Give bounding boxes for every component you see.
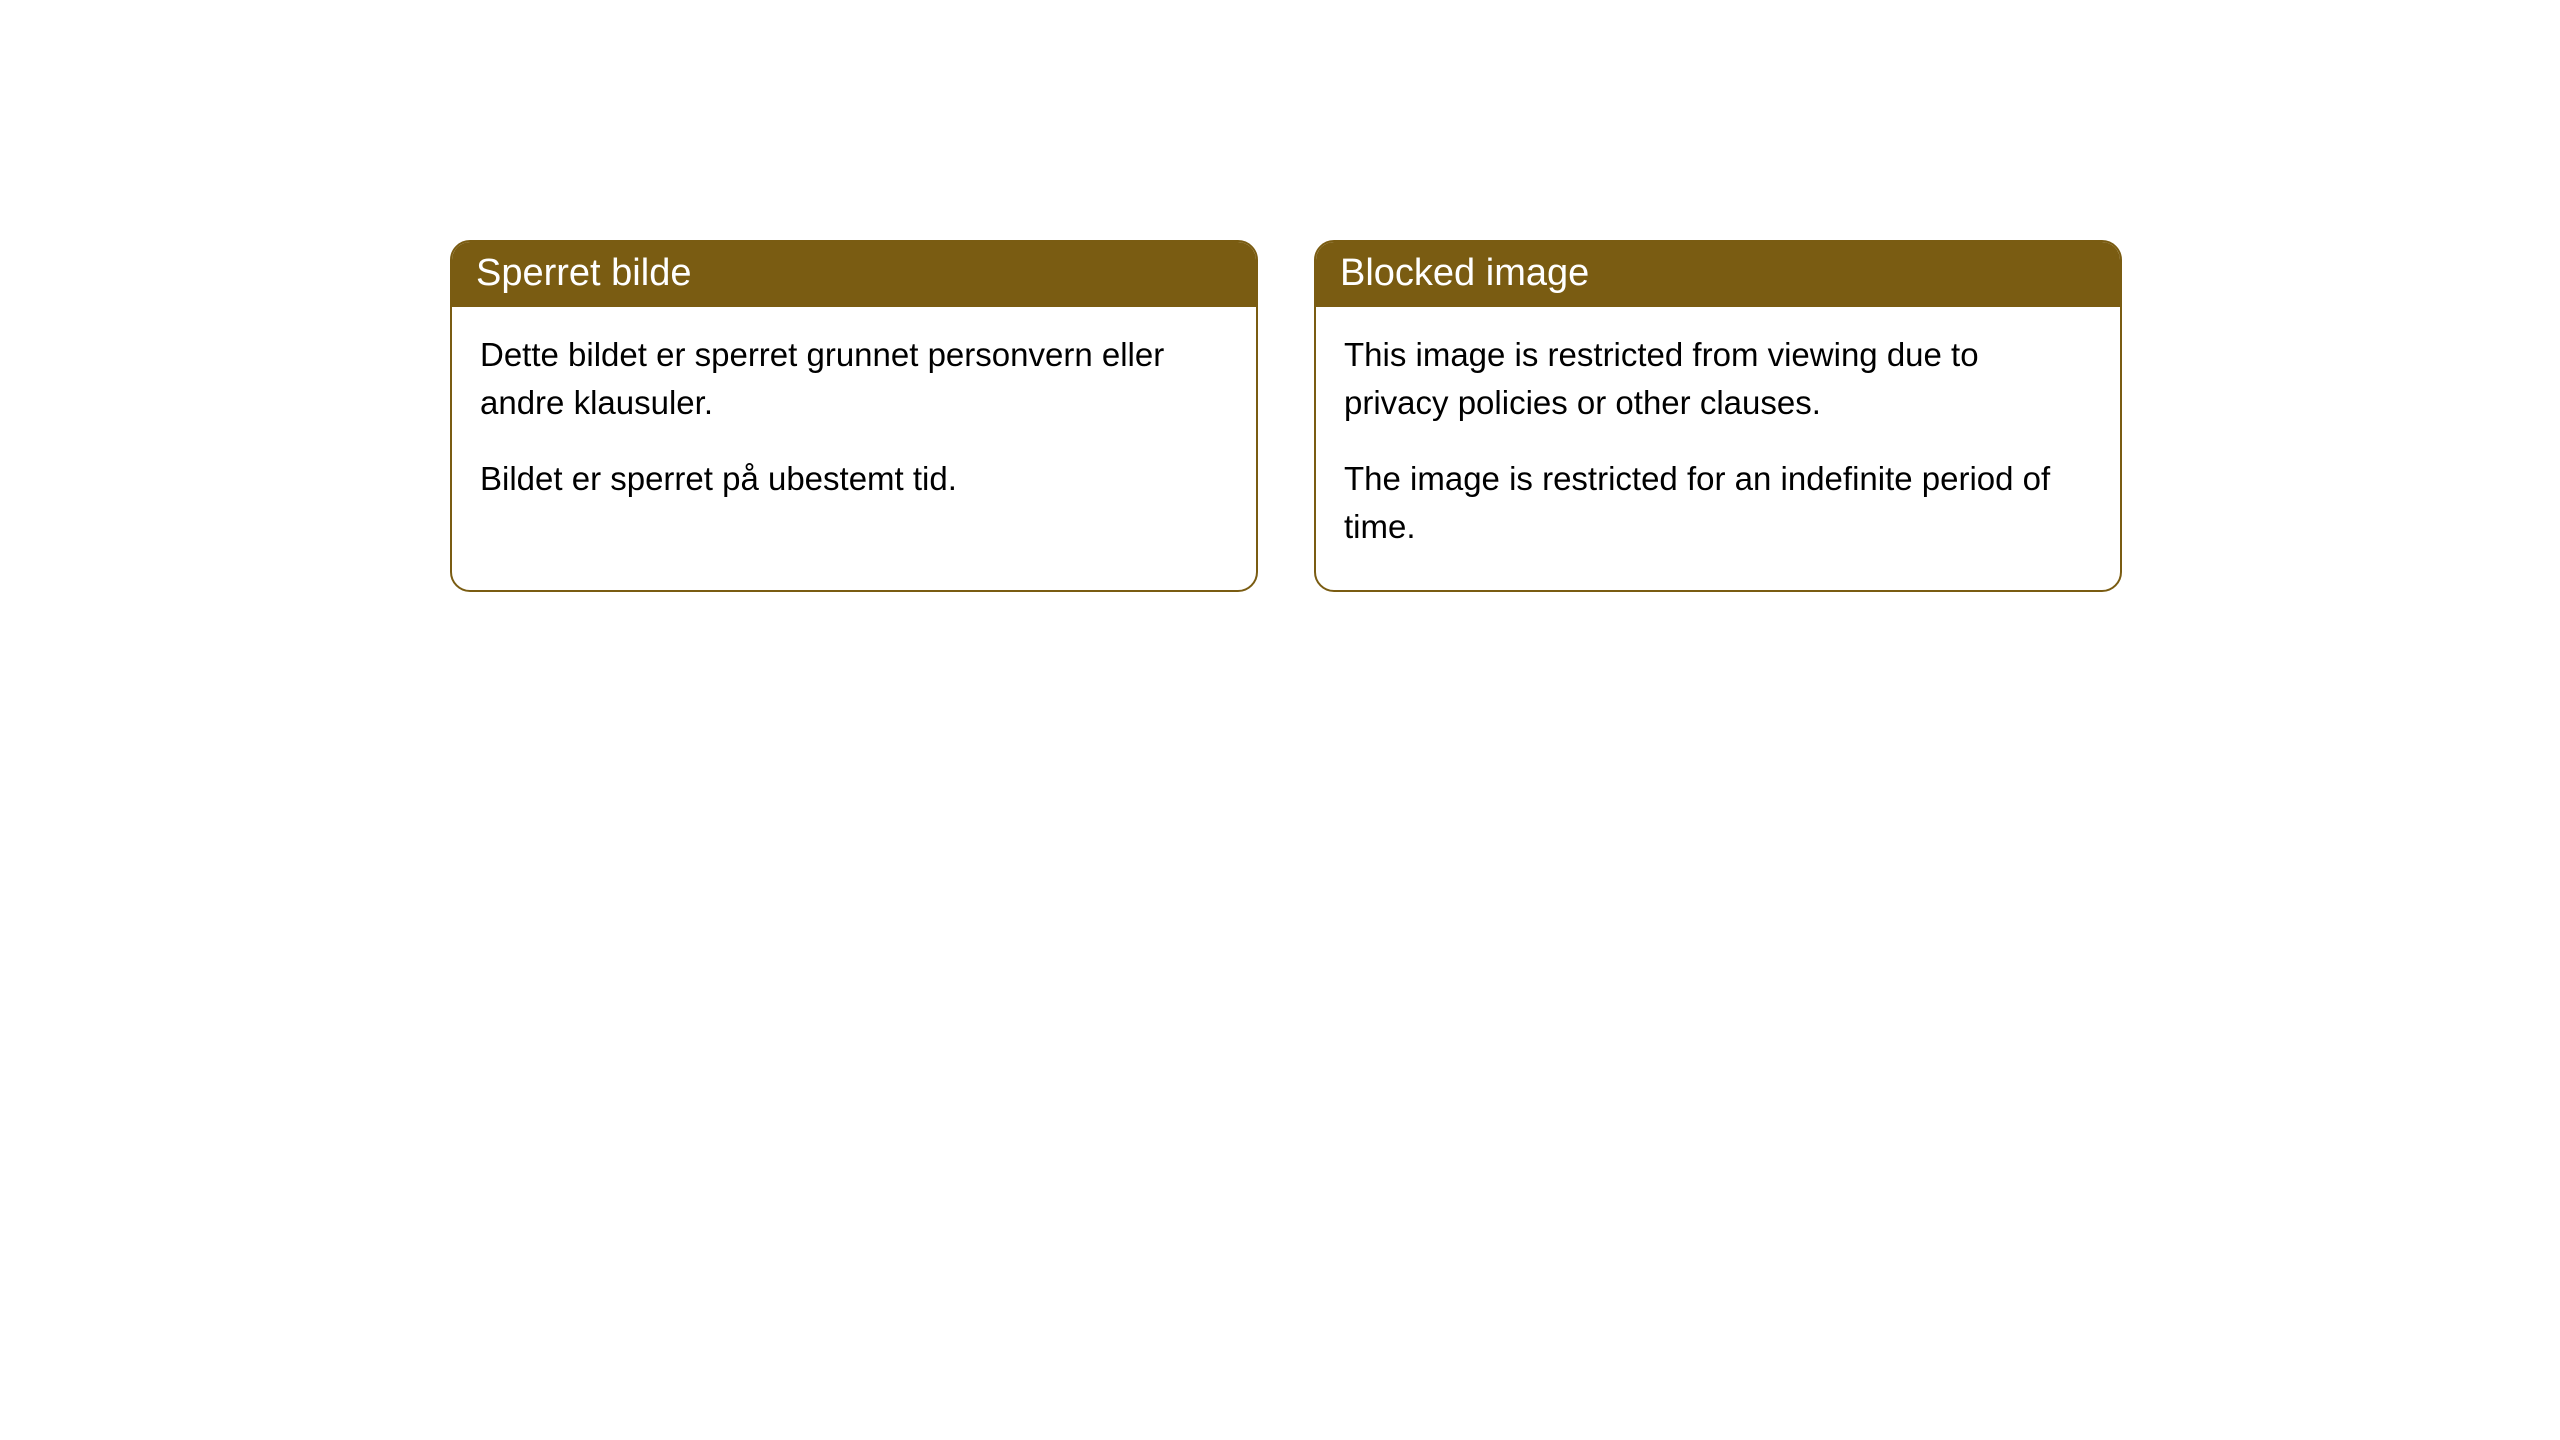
card-title: Blocked image <box>1340 252 1589 294</box>
card-paragraph: Dette bildet er sperret grunnet personve… <box>480 331 1228 427</box>
card-header: Blocked image <box>1316 242 2120 307</box>
card-body: Dette bildet er sperret grunnet personve… <box>452 307 1256 543</box>
card-paragraph: This image is restricted from viewing du… <box>1344 331 2092 427</box>
blocked-image-card-english: Blocked image This image is restricted f… <box>1314 240 2122 592</box>
blocked-image-card-norwegian: Sperret bilde Dette bildet er sperret gr… <box>450 240 1258 592</box>
card-body: This image is restricted from viewing du… <box>1316 307 2120 590</box>
cards-container: Sperret bilde Dette bildet er sperret gr… <box>0 0 2560 592</box>
card-header: Sperret bilde <box>452 242 1256 307</box>
card-paragraph: The image is restricted for an indefinit… <box>1344 455 2092 551</box>
card-title: Sperret bilde <box>476 252 691 294</box>
card-paragraph: Bildet er sperret på ubestemt tid. <box>480 455 1228 503</box>
